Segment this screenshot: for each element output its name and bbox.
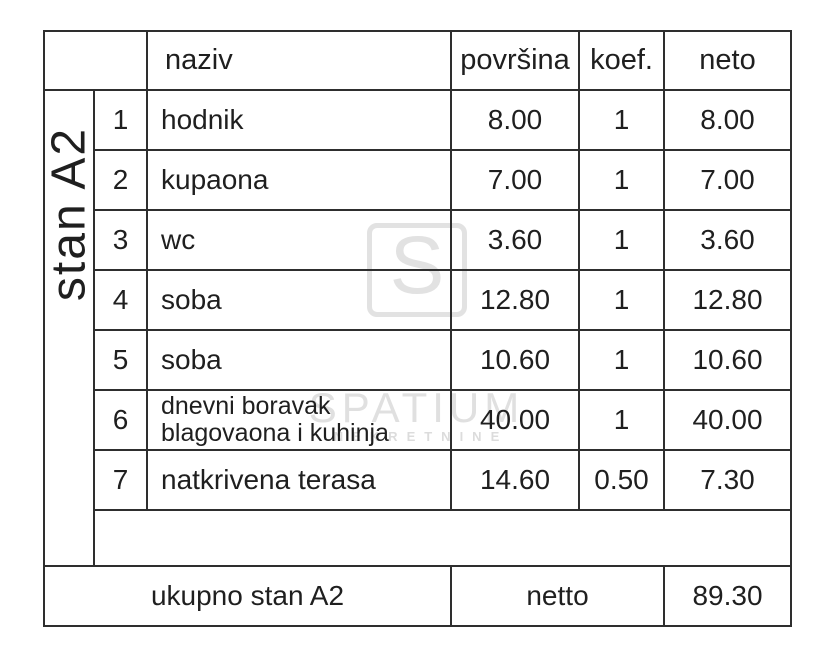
table-row: 5 soba 10.60 1 10.60 <box>44 329 792 391</box>
col-header-neto: neto <box>663 30 792 91</box>
row-number: 6 <box>93 389 148 451</box>
coef-value: 1 <box>578 209 665 271</box>
room-name-line2: blagovaona i kuhinja <box>161 419 389 447</box>
row-number: 7 <box>93 449 148 511</box>
apartment-label: stan A2 <box>44 126 94 302</box>
area-value: 3.60 <box>450 209 580 271</box>
coef-value: 1 <box>578 269 665 331</box>
net-value: 7.00 <box>663 149 792 211</box>
room-name-line1: dnevni boravak <box>161 392 331 420</box>
area-value: 8.00 <box>450 89 580 151</box>
header-row: naziv površina koef. neto <box>43 30 792 91</box>
row-number: 3 <box>93 209 148 271</box>
room-name: natkrivena terasa <box>146 449 452 511</box>
table-row: stan A2 1 hodnik 8.00 1 8.00 <box>43 89 792 567</box>
header-corner-cell <box>43 30 148 91</box>
room-name: kupaona <box>146 149 452 211</box>
net-value: 3.60 <box>663 209 792 271</box>
coef-value: 1 <box>578 89 665 151</box>
room-name: soba <box>146 329 452 391</box>
total-value: 89.30 <box>663 565 792 627</box>
room-name: soba <box>146 269 452 331</box>
coef-value: 1 <box>578 329 665 391</box>
empty-row <box>44 509 792 567</box>
apartment-label-cell: stan A2 <box>43 89 95 567</box>
table-row: 3 wc 3.60 1 3.60 <box>44 209 792 271</box>
floor-area-table: naziv površina koef. neto stan A2 1 hodn… <box>43 30 792 627</box>
area-value: 10.60 <box>450 329 580 391</box>
row-number: 5 <box>93 329 148 391</box>
net-value: 12.80 <box>663 269 792 331</box>
coef-value: 0.50 <box>578 449 665 511</box>
col-header-koef: koef. <box>578 30 665 91</box>
net-value: 40.00 <box>663 389 792 451</box>
table-row: 7 natkrivena terasa 14.60 0.50 7.30 <box>44 449 792 511</box>
table-row: 6 dnevni boravak blagovaona i kuhinja 40… <box>44 389 792 451</box>
area-value: 40.00 <box>450 389 580 451</box>
area-value: 12.80 <box>450 269 580 331</box>
empty-row-cell <box>93 509 792 567</box>
area-value: 14.60 <box>450 449 580 511</box>
col-header-povrsina: površina <box>450 30 580 91</box>
col-header-naziv: naziv <box>146 30 452 91</box>
netto-label: netto <box>450 565 665 627</box>
row-number: 1 <box>93 89 148 151</box>
coef-value: 1 <box>578 149 665 211</box>
footer-row: ukupno stan A2 netto 89.30 <box>43 565 792 627</box>
table-row: 4 soba 12.80 1 12.80 <box>44 269 792 331</box>
row-number: 2 <box>93 149 148 211</box>
row-number: 4 <box>93 269 148 331</box>
net-value: 8.00 <box>663 89 792 151</box>
total-label: ukupno stan A2 <box>43 565 452 627</box>
net-value: 7.30 <box>663 449 792 511</box>
room-name: wc <box>146 209 452 271</box>
room-name: dnevni boravak blagovaona i kuhinja <box>146 389 452 451</box>
area-value: 7.00 <box>450 149 580 211</box>
room-name: hodnik <box>146 89 452 151</box>
net-value: 10.60 <box>663 329 792 391</box>
coef-value: 1 <box>578 389 665 451</box>
table-row: 2 kupaona 7.00 1 7.00 <box>44 149 792 211</box>
